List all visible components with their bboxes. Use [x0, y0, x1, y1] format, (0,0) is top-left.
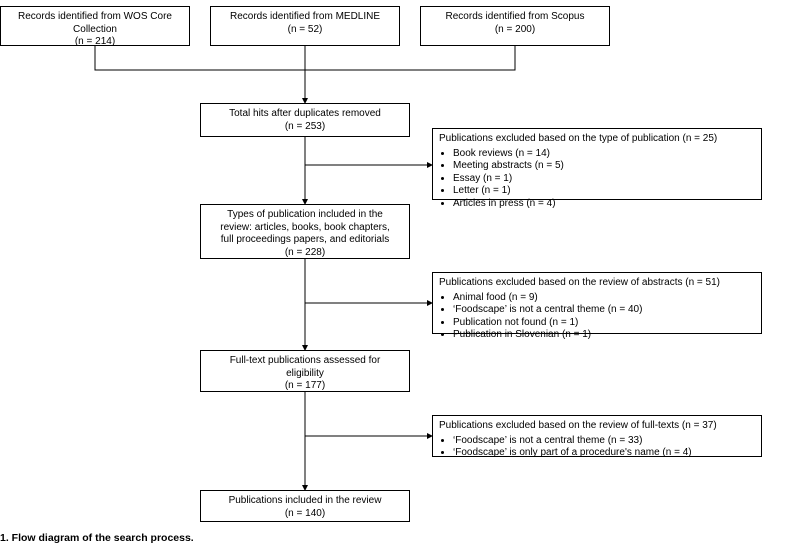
text-line: Records identified from MEDLINE [217, 11, 393, 24]
text-line: Types of publication included in the [207, 209, 403, 222]
figure-caption: 1. Flow diagram of the search process. [0, 532, 194, 544]
list-item: Letter (n = 1) [453, 185, 755, 198]
text-line: eligibility [207, 368, 403, 381]
text-line: (n = 177) [207, 380, 403, 393]
list-item: ‘Foodscape’ is not a central theme (n = … [453, 435, 755, 448]
node-exclusion-fulltexts: Publications excluded based on the revie… [432, 415, 762, 457]
exclusion-title: Publications excluded based on the revie… [439, 277, 755, 290]
text-line: Collection [7, 24, 183, 37]
list-item: Articles in press (n = 4) [453, 198, 755, 211]
text-line: Records identified from WOS Core [7, 11, 183, 24]
text-line: Full-text publications assessed for [207, 355, 403, 368]
list-item: Essay (n = 1) [453, 173, 755, 186]
list-item: Book reviews (n = 14) [453, 148, 755, 161]
text-line: (n = 253) [207, 121, 403, 134]
node-exclusion-abstracts: Publications excluded based on the revie… [432, 272, 762, 334]
text-line: Publications included in the review [207, 495, 403, 508]
node-source-wos: Records identified from WOS Core Collect… [0, 6, 190, 46]
node-exclusion-type: Publications excluded based on the type … [432, 128, 762, 200]
text-line: Total hits after duplicates removed [207, 108, 403, 121]
text-line: (n = 228) [207, 247, 403, 260]
text-line: Records identified from Scopus [427, 11, 603, 24]
node-source-medline: Records identified from MEDLINE (n = 52) [210, 6, 400, 46]
node-dedup: Total hits after duplicates removed (n =… [200, 103, 410, 137]
exclusion-title: Publications excluded based on the type … [439, 133, 755, 146]
text-line: (n = 52) [217, 24, 393, 37]
list-item: ‘Foodscape’ is only part of a procedure'… [453, 447, 755, 460]
text-line: full proceedings papers, and editorials [207, 234, 403, 247]
node-types-included: Types of publication included in the rev… [200, 204, 410, 259]
list-item: ‘Foodscape’ is not a central theme (n = … [453, 304, 755, 317]
exclusion-list: Book reviews (n = 14) Meeting abstracts … [439, 148, 755, 211]
exclusion-list: Animal food (n = 9) ‘Foodscape’ is not a… [439, 292, 755, 342]
list-item: Publication not found (n = 1) [453, 317, 755, 330]
text-line: (n = 140) [207, 508, 403, 521]
node-fulltext-assessed: Full-text publications assessed for elig… [200, 350, 410, 392]
node-source-scopus: Records identified from Scopus (n = 200) [420, 6, 610, 46]
exclusion-list: ‘Foodscape’ is not a central theme (n = … [439, 435, 755, 460]
list-item: Meeting abstracts (n = 5) [453, 160, 755, 173]
exclusion-title: Publications excluded based on the revie… [439, 420, 755, 433]
node-included: Publications included in the review (n =… [200, 490, 410, 522]
list-item: Animal food (n = 9) [453, 292, 755, 305]
text-line: review: articles, books, book chapters, [207, 222, 403, 235]
text-line: (n = 200) [427, 24, 603, 37]
list-item: Publication in Slovenian (n = 1) [453, 329, 755, 342]
text-line: (n = 214) [7, 36, 183, 49]
